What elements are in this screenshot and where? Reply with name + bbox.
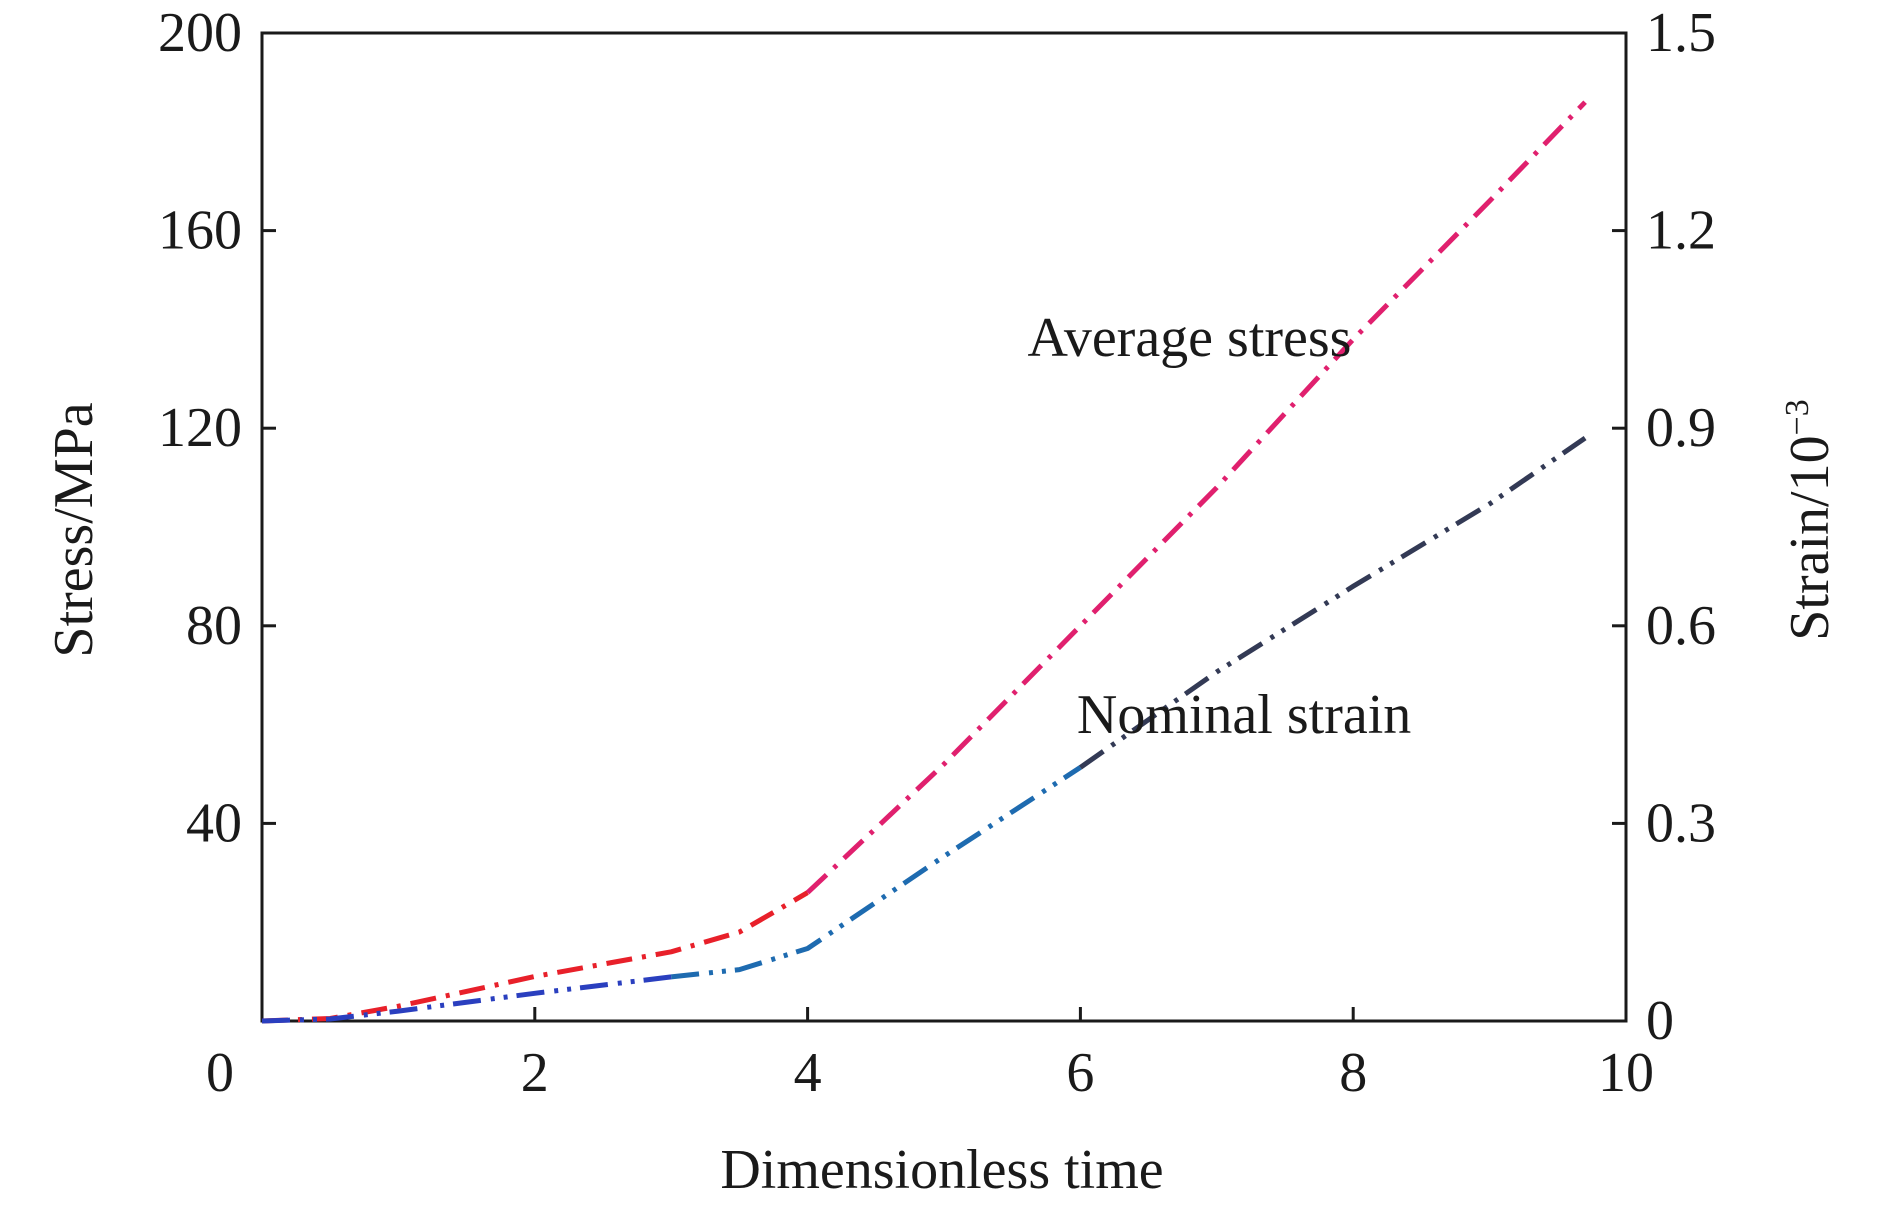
y-tick-label: 120	[158, 397, 242, 459]
y2-tick-label: 0.9	[1646, 397, 1716, 459]
y-axis-title: Stress/MPa	[43, 402, 105, 657]
x-tick-label: 8	[1339, 1042, 1367, 1104]
y2-tick-label: 0.3	[1646, 792, 1716, 854]
x-tick-label: 2	[521, 1042, 549, 1104]
annotation-label: Average stress	[1028, 307, 1352, 369]
series-line-2-part-3	[1078, 436, 1587, 770]
series-line-1-part-2	[805, 100, 1587, 895]
y2-tick-label: 0.6	[1646, 595, 1716, 657]
y2-tick-label: 0	[1646, 990, 1674, 1052]
x-axis-title: Dimensionless time	[720, 1139, 1163, 1201]
y2-axis-title-base: Strain/10	[1779, 435, 1841, 640]
y-axis-ticks: 40 80 120 160 200	[158, 2, 276, 854]
annotation-label: Nominal strain	[1077, 684, 1411, 746]
x-axis-ticks: 0 2 4 6 8 10	[206, 1007, 1654, 1104]
x-tick-label: 6	[1066, 1042, 1094, 1104]
y-tick-label: 40	[186, 792, 242, 854]
series-line-1-part-1	[261, 890, 809, 1024]
series-line-2-part-1	[261, 974, 672, 1024]
y2-axis-ticks: 0 0.3 0.6 0.9 1.2 1.5	[1612, 2, 1716, 1052]
x-tick-label: 4	[794, 1042, 822, 1104]
y2-axis-title: Strain/10−3	[1779, 399, 1841, 641]
x-tick-label: 0	[206, 1042, 234, 1104]
x-tick-label: 10	[1598, 1042, 1654, 1104]
y-tick-label: 160	[158, 200, 242, 262]
series-layer	[261, 100, 1587, 1024]
annotation-layer: Average stress Nominal strain	[1028, 307, 1412, 746]
series-line-2-part-2	[670, 765, 1082, 980]
y2-tick-label: 1.2	[1646, 200, 1716, 262]
plot-border	[260, 31, 1628, 1023]
y2-axis-title-exponent: −3	[1779, 399, 1816, 435]
y-tick-label: 200	[158, 2, 242, 64]
y-tick-label: 80	[186, 595, 242, 657]
y2-tick-label: 1.5	[1646, 2, 1716, 64]
plot-frame	[260, 31, 1628, 1023]
